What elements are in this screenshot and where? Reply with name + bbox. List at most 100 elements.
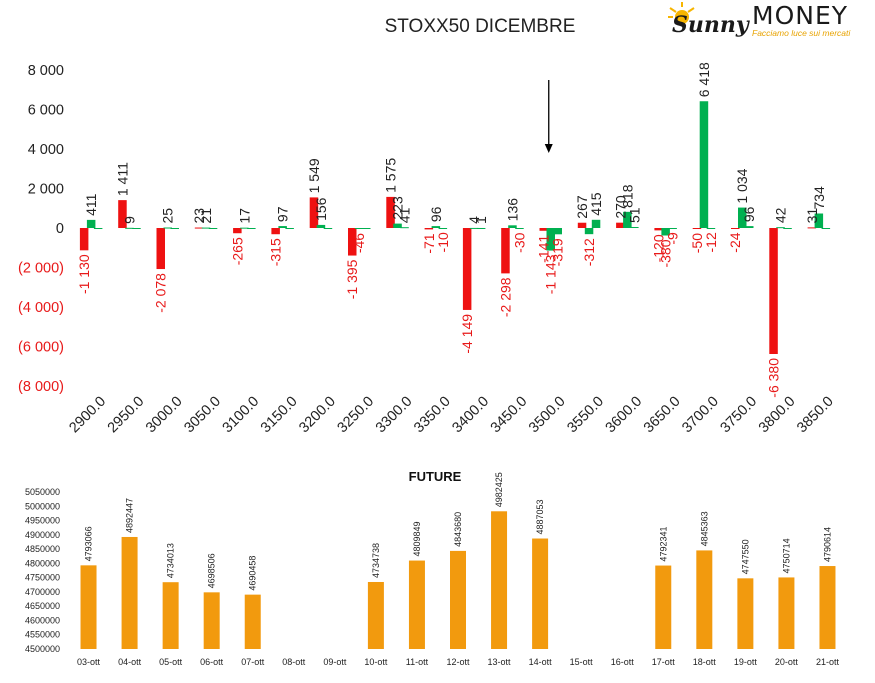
bar <box>163 227 172 229</box>
data-label: 1 411 <box>114 162 130 196</box>
bar <box>630 226 639 228</box>
x-tick-label: 18-ott <box>693 657 717 667</box>
y-tick-label: 4650000 <box>25 601 60 611</box>
data-label: -319 <box>550 238 566 266</box>
bar <box>776 227 785 229</box>
y-tick-label: (8 000) <box>18 379 64 395</box>
y-tick-label: 4700000 <box>25 587 60 597</box>
data-label: 4792341 <box>658 527 668 562</box>
data-label: 31 <box>804 208 820 224</box>
x-tick-label: 3500.0 <box>526 394 569 437</box>
x-tick-label: 19-ott <box>734 657 758 667</box>
x-tick-label: 15-ott <box>570 657 594 667</box>
logo-tagline: Facciamo luce sui mercati <box>752 28 851 38</box>
bar <box>240 227 249 229</box>
bar <box>400 227 409 229</box>
bar <box>668 228 677 229</box>
x-tick-label: 3350.0 <box>411 394 454 437</box>
y-tick-label: 8 000 <box>28 63 64 79</box>
data-label: 4698506 <box>207 553 217 588</box>
data-label: 96 <box>741 206 757 222</box>
bar <box>408 560 425 649</box>
x-tick-label: 3050.0 <box>181 394 224 437</box>
bar <box>201 227 211 229</box>
data-label: 156 <box>313 197 329 221</box>
data-label: -315 <box>268 238 284 266</box>
data-label: -4 149 <box>459 314 475 354</box>
x-tick-label: 3000.0 <box>143 394 186 437</box>
bar <box>553 228 562 235</box>
logo-brand-b: MONEY <box>752 2 848 30</box>
y-tick-label: 4900000 <box>25 530 60 540</box>
bar <box>491 511 508 649</box>
y-tick-label: 4500000 <box>25 644 60 654</box>
sun-icon <box>668 2 695 24</box>
x-tick-label: 3600.0 <box>603 394 646 437</box>
bar <box>132 228 141 229</box>
bar <box>271 228 280 235</box>
bar <box>745 226 754 228</box>
bar <box>515 228 524 229</box>
data-label: -380 <box>658 239 674 267</box>
data-label: 415 <box>588 192 604 216</box>
data-label: 270 <box>612 195 628 219</box>
data-label: 4790614 <box>822 527 832 562</box>
data-label: 4892447 <box>125 498 135 533</box>
bar <box>125 227 134 229</box>
bar <box>162 582 179 649</box>
data-label: 136 <box>504 198 520 222</box>
data-label: 4750714 <box>781 538 791 573</box>
data-label: 96 <box>428 206 444 222</box>
data-label: -2 298 <box>497 277 513 317</box>
data-label: 1 <box>473 216 489 224</box>
data-label: -265 <box>229 237 245 265</box>
bar <box>393 223 402 228</box>
data-label: 818 <box>619 184 635 208</box>
arrow-down-icon <box>544 144 553 153</box>
bar <box>156 228 165 270</box>
bar <box>278 226 287 228</box>
data-label: -71 <box>421 233 437 253</box>
bar <box>233 228 242 234</box>
data-label: -141 <box>536 235 552 263</box>
data-label: 1 575 <box>383 158 399 193</box>
bar <box>655 565 672 649</box>
x-tick-label: 20-ott <box>775 657 799 667</box>
bar <box>476 227 486 229</box>
y-tick-label: 0 <box>56 221 64 237</box>
bar <box>309 197 319 228</box>
x-tick-label: 2900.0 <box>66 394 109 437</box>
data-label: -10 <box>435 232 451 252</box>
y-tick-label: 4950000 <box>25 516 60 526</box>
bar <box>769 228 778 355</box>
data-label: 17 <box>236 208 252 224</box>
data-label: 51 <box>626 207 642 223</box>
data-label: 4690458 <box>248 556 258 591</box>
bar <box>699 101 709 228</box>
x-tick-label: 3550.0 <box>564 394 607 437</box>
data-label: 25 <box>160 208 176 224</box>
x-tick-label: 3200.0 <box>296 394 339 437</box>
y-tick-label: 4850000 <box>25 544 60 554</box>
bar <box>247 228 256 229</box>
bar <box>80 565 97 649</box>
bar <box>244 594 261 649</box>
x-tick-label: 3100.0 <box>220 394 263 437</box>
y-tick-label: (6 000) <box>18 340 64 356</box>
bar <box>469 227 479 229</box>
bar <box>654 228 663 231</box>
x-tick-label: 3300.0 <box>373 394 416 437</box>
data-label: 267 <box>574 195 590 219</box>
bar <box>170 228 179 229</box>
bar <box>438 228 448 229</box>
y-tick-label: 2 000 <box>28 182 64 198</box>
data-label: -1 395 <box>344 259 360 299</box>
x-tick-label: 3700.0 <box>679 394 722 437</box>
data-label: 42 <box>773 207 789 223</box>
sunny-money-logo: Sunny MONEY Facciamo luce sui mercati <box>668 2 851 38</box>
bar <box>623 211 632 228</box>
x-tick-label: 2950.0 <box>105 394 148 437</box>
x-tick-label: 09-ott <box>323 657 347 667</box>
bar <box>508 225 517 228</box>
bar <box>577 222 587 228</box>
